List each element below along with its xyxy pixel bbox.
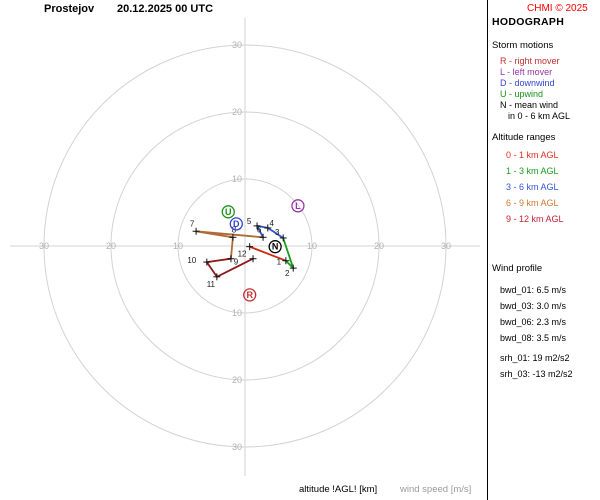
- svg-text:9: 9: [234, 258, 239, 267]
- speed-ring: [110, 111, 380, 381]
- svg-text:10: 10: [232, 174, 242, 184]
- storm-marker-circle-N: [268, 240, 282, 254]
- svg-text:U: U: [225, 207, 232, 217]
- svg-text:10: 10: [307, 241, 317, 251]
- altitude-range-item: 0 - 1 km AGL: [506, 150, 559, 160]
- storm-motion-item: N - mean wind: [500, 100, 559, 110]
- svg-text:R: R: [246, 290, 253, 300]
- svg-text:30: 30: [232, 40, 242, 50]
- speed-ring: [177, 178, 313, 314]
- svg-text:11: 11: [207, 280, 216, 289]
- srh-value-line: srh_03: -13 m2/s2: [500, 369, 573, 379]
- storm-motion-item: U - upwind: [500, 89, 544, 99]
- svg-text:20: 20: [106, 241, 116, 251]
- wind-profile-srh-list: srh_01: 19 m2/s2 srh_03: -13 m2/s2: [500, 350, 573, 382]
- bwd-value-line: bwd_08: 3.5 m/s: [500, 333, 567, 343]
- svg-text:L: L: [295, 201, 301, 211]
- speed-ring: [43, 44, 447, 448]
- wind-speed-axis-caption: wind speed [m/s]: [400, 484, 472, 495]
- bwd-value-line: bwd_06: 2.3 m/s: [500, 317, 567, 327]
- svg-text:N: N: [272, 242, 279, 252]
- svg-text:10: 10: [187, 256, 196, 265]
- altitude-ranges-list: 0 - 1 km AGL 1 - 3 km AGL 3 - 6 km AGL 6 - …: [506, 147, 564, 227]
- storm-motion-item: L - left mover: [500, 67, 553, 77]
- bwd-value-line: bwd_01: 6.5 m/s: [500, 285, 567, 295]
- trace-segment-1-3km: [282, 237, 295, 270]
- altitude-range-item: 1 - 3 km AGL: [506, 166, 559, 176]
- trace-segment-6-9km: [195, 230, 265, 260]
- copyright-label: CHMI © 2025: [527, 3, 588, 14]
- svg-text:30: 30: [232, 442, 242, 452]
- altitude-axis-caption: altitude !AGL! [km]: [299, 484, 378, 495]
- storm-motions-heading: Storm motions: [492, 40, 554, 51]
- panel-divider: [487, 0, 488, 500]
- svg-text:D: D: [233, 219, 240, 229]
- svg-text:1: 1: [277, 258, 282, 267]
- srh-value-line: srh_01: 19 m2/s2: [500, 353, 570, 363]
- altitude-range-item: 3 - 6 km AGL: [506, 182, 559, 192]
- svg-text:3: 3: [275, 228, 280, 237]
- storm-marker-circle-U: [221, 205, 235, 219]
- svg-text:4: 4: [270, 219, 275, 228]
- bwd-value-line: bwd_03: 3.0 m/s: [500, 301, 567, 311]
- wind-profile-bwd-list: bwd_01: 6.5 m/s bwd_03: 3.0 m/s bwd_06: 2.…: [500, 282, 566, 346]
- datetime-label: 20.12.2025 00 UTC: [117, 3, 214, 15]
- station-name: Prostejov: [44, 3, 95, 15]
- trace-segment-0-1km: [248, 245, 287, 262]
- storm-motion-item: in 0 - 6 km AGL: [508, 111, 571, 121]
- svg-text:30: 30: [39, 241, 49, 251]
- altitude-range-item: 9 - 12 km AGL: [506, 214, 564, 224]
- svg-text:5: 5: [247, 217, 252, 226]
- svg-text:20: 20: [232, 375, 242, 385]
- svg-text:2: 2: [285, 269, 290, 278]
- altitude-range-item: 6 - 9 km AGL: [506, 198, 559, 208]
- svg-text:12: 12: [238, 250, 247, 259]
- trace-segment-9-12km: [205, 257, 254, 278]
- svg-text:20: 20: [232, 107, 242, 117]
- trace-segment-3-6km: [256, 224, 285, 239]
- svg-text:10: 10: [173, 241, 183, 251]
- storm-marker-circle-R: [243, 288, 257, 302]
- wind-profile-heading: Wind profile: [492, 263, 543, 274]
- svg-text:10: 10: [232, 308, 242, 318]
- svg-text:30: 30: [441, 241, 451, 251]
- storm-motion-item: R - right mover: [500, 56, 560, 66]
- svg-text:20: 20: [374, 241, 384, 251]
- altitude-ranges-heading: Altitude ranges: [492, 132, 556, 143]
- storm-motions-list: R - right mover L - left mover D - downwin…: [500, 56, 570, 122]
- storm-motion-item: D - downwind: [500, 78, 555, 88]
- svg-text:7: 7: [190, 219, 195, 228]
- svg-text:6: 6: [257, 225, 262, 234]
- panel-title: HODOGRAPH: [492, 16, 565, 28]
- storm-marker-circle-L: [291, 199, 305, 213]
- storm-marker-circle-D: [229, 217, 243, 231]
